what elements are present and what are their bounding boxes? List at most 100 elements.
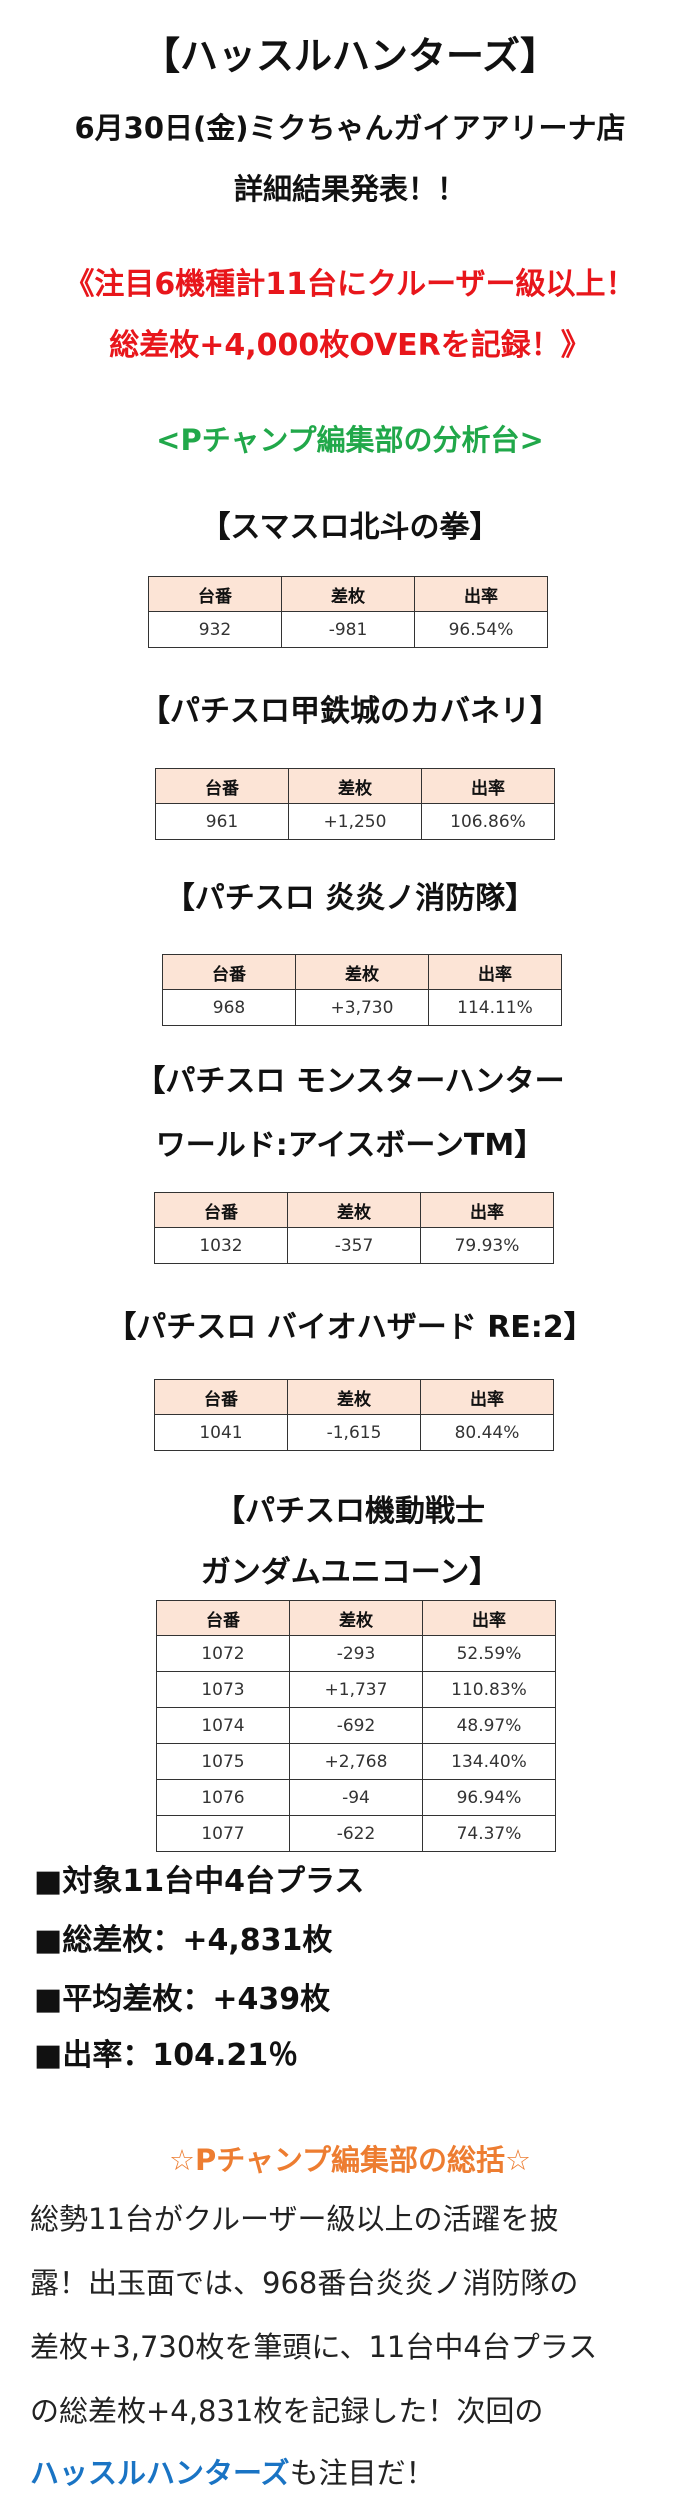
difference-cell: +3,730 bbox=[295, 989, 429, 1026]
difference-cell: +1,250 bbox=[288, 803, 422, 840]
column-header: 台番 bbox=[154, 1379, 288, 1415]
table-row: 1072 -293 52.59% bbox=[156, 1635, 556, 1672]
machine-title: 【パチスロ バイオハザード RE:2】 bbox=[106, 1310, 594, 1345]
difference-cell: +1,737 bbox=[289, 1671, 423, 1708]
table-header-row: 台番 差枚 出率 bbox=[154, 1192, 554, 1228]
machine-title: 【パチスロ甲鉄城のカバネリ】 bbox=[140, 694, 560, 729]
table-row: 1074 -692 48.97% bbox=[156, 1707, 556, 1744]
summary-total: ■総差枚：+4,831枚 bbox=[34, 1923, 333, 1958]
column-header: 台番 bbox=[148, 576, 282, 612]
payout-rate-cell: 106.86% bbox=[421, 803, 555, 840]
table-row: 1073 +1,737 110.83% bbox=[156, 1671, 556, 1708]
table-header-row: 台番 差枚 出率 bbox=[162, 954, 562, 990]
review-heading: ☆Pチャンプ編集部の総括☆ bbox=[168, 2143, 532, 2177]
machine-number-cell: 1077 bbox=[156, 1815, 290, 1852]
review-line: 総勢11台がクルーザー級以上の活躍を披 bbox=[30, 2202, 559, 2236]
difference-cell: -622 bbox=[289, 1815, 423, 1852]
machine-number-cell: 968 bbox=[162, 989, 296, 1026]
table-row: 1077 -622 74.37% bbox=[156, 1815, 556, 1852]
subtitle: 詳細結果発表！！ bbox=[233, 172, 466, 206]
date-store: 6月30日(金)ミクちゃんガイアアリーナ店 bbox=[74, 111, 626, 145]
difference-cell: +2,768 bbox=[289, 1743, 423, 1780]
column-header: 台番 bbox=[155, 768, 289, 804]
column-header: 差枚 bbox=[281, 576, 415, 612]
table-row: 1041 -1,615 80.44% bbox=[154, 1414, 554, 1451]
machine-number-cell: 1074 bbox=[156, 1707, 290, 1744]
table-header-row: 台番 差枚 出率 bbox=[148, 576, 548, 612]
machine-number-cell: 1041 bbox=[154, 1414, 288, 1451]
column-header: 出率 bbox=[420, 1192, 554, 1228]
table-row: 968 +3,730 114.11% bbox=[162, 989, 562, 1026]
machine-number-cell: 961 bbox=[155, 803, 289, 840]
table-row: 1076 -94 96.94% bbox=[156, 1779, 556, 1816]
summary-count: ■対象11台中4台プラス bbox=[34, 1864, 365, 1899]
machine-results-table: 台番 差枚 出率 1032 -357 79.93% bbox=[154, 1192, 554, 1264]
payout-rate-cell: 74.37% bbox=[422, 1815, 556, 1852]
machine-title: 【スマスロ北斗の拳】 bbox=[200, 510, 500, 545]
difference-cell: -692 bbox=[289, 1707, 423, 1744]
table-header-row: 台番 差枚 出率 bbox=[154, 1379, 554, 1415]
review-line: 差枚+3,730枚を筆頭に、11台中4台プラス bbox=[30, 2330, 598, 2364]
column-header: 差枚 bbox=[287, 1192, 421, 1228]
column-header: 出率 bbox=[422, 1600, 556, 1636]
machine-number-cell: 1073 bbox=[156, 1671, 290, 1708]
column-header: 台番 bbox=[156, 1600, 290, 1636]
table-row: 932 -981 96.54% bbox=[148, 611, 548, 648]
review-line: 露！出玉面では、968番台炎炎ノ消防隊の bbox=[30, 2266, 579, 2300]
difference-cell: -293 bbox=[289, 1635, 423, 1672]
machine-title: ガンダムユニコーン】 bbox=[200, 1555, 500, 1590]
table-header-row: 台番 差枚 出率 bbox=[155, 768, 555, 804]
review-line-last: ハッスルハンターズも注目だ！ bbox=[30, 2448, 435, 2498]
analysis-heading: <Pチャンプ編集部の分析台> bbox=[156, 423, 544, 457]
column-header: 出率 bbox=[421, 768, 555, 804]
payout-rate-cell: 96.94% bbox=[422, 1779, 556, 1816]
payout-rate-cell: 96.54% bbox=[414, 611, 548, 648]
headline-line-1: 《注目6機種計11台にクルーザー級以上！ bbox=[64, 267, 636, 302]
machine-title: 【パチスロ 炎炎ノ消防隊】 bbox=[164, 881, 536, 916]
column-header: 差枚 bbox=[287, 1379, 421, 1415]
machine-results-table: 台番 差枚 出率 1041 -1,615 80.44% bbox=[154, 1379, 554, 1451]
payout-rate-cell: 80.44% bbox=[420, 1414, 554, 1451]
machine-title: 【パチスロ モンスターハンター bbox=[135, 1064, 565, 1099]
machine-results-table: 台番 差枚 出率 968 +3,730 114.11% bbox=[162, 954, 562, 1026]
column-header: 差枚 bbox=[288, 768, 422, 804]
machine-number-cell: 1076 bbox=[156, 1779, 290, 1816]
machine-title: 【パチスロ機動戦士 bbox=[215, 1494, 485, 1529]
column-header: 出率 bbox=[428, 954, 562, 990]
headline-line-2: 総差枚+4,000枚OVERを記録！》 bbox=[109, 328, 591, 363]
review-line-rest: も注目だ！ bbox=[289, 2456, 435, 2490]
table-row: 1032 -357 79.93% bbox=[154, 1227, 554, 1264]
column-header: 出率 bbox=[420, 1379, 554, 1415]
table-row: 1075 +2,768 134.40% bbox=[156, 1743, 556, 1780]
machine-number-cell: 932 bbox=[148, 611, 282, 648]
column-header: 出率 bbox=[414, 576, 548, 612]
payout-rate-cell: 79.93% bbox=[420, 1227, 554, 1264]
page-title: 【ハッスルハンターズ】 bbox=[141, 34, 559, 78]
payout-rate-cell: 52.59% bbox=[422, 1635, 556, 1672]
machine-results-table: 台番 差枚 出率 1072 -293 52.59% 1073 +1,737 110.83% 107… bbox=[156, 1600, 556, 1852]
difference-cell: -94 bbox=[289, 1779, 423, 1816]
table-header-row: 台番 差枚 出率 bbox=[156, 1600, 556, 1636]
machine-number-cell: 1075 bbox=[156, 1743, 290, 1780]
payout-rate-cell: 114.11% bbox=[428, 989, 562, 1026]
machine-number-cell: 1072 bbox=[156, 1635, 290, 1672]
table-row: 961 +1,250 106.86% bbox=[155, 803, 555, 840]
payout-rate-cell: 134.40% bbox=[422, 1743, 556, 1780]
column-header: 差枚 bbox=[295, 954, 429, 990]
machine-results-table: 台番 差枚 出率 961 +1,250 106.86% bbox=[155, 768, 555, 840]
machine-number-cell: 1032 bbox=[154, 1227, 288, 1264]
machine-results-table: 台番 差枚 出率 932 -981 96.54% bbox=[148, 576, 548, 648]
review-line: の総差枚+4,831枚を記録した！次回の bbox=[30, 2394, 544, 2428]
difference-cell: -357 bbox=[287, 1227, 421, 1264]
column-header: 差枚 bbox=[289, 1600, 423, 1636]
column-header: 台番 bbox=[154, 1192, 288, 1228]
payout-rate-cell: 48.97% bbox=[422, 1707, 556, 1744]
column-header: 台番 bbox=[162, 954, 296, 990]
machine-title: ワールド:アイスボーンTM】 bbox=[155, 1128, 545, 1163]
summary-average: ■平均差枚：+439枚 bbox=[34, 1982, 331, 2017]
difference-cell: -1,615 bbox=[287, 1414, 421, 1451]
difference-cell: -981 bbox=[281, 611, 415, 648]
store-name-highlight: ハッスルハンターズ bbox=[30, 2456, 290, 2490]
summary-rate: ■出率：104.21％ bbox=[34, 2038, 299, 2073]
payout-rate-cell: 110.83% bbox=[422, 1671, 556, 1708]
